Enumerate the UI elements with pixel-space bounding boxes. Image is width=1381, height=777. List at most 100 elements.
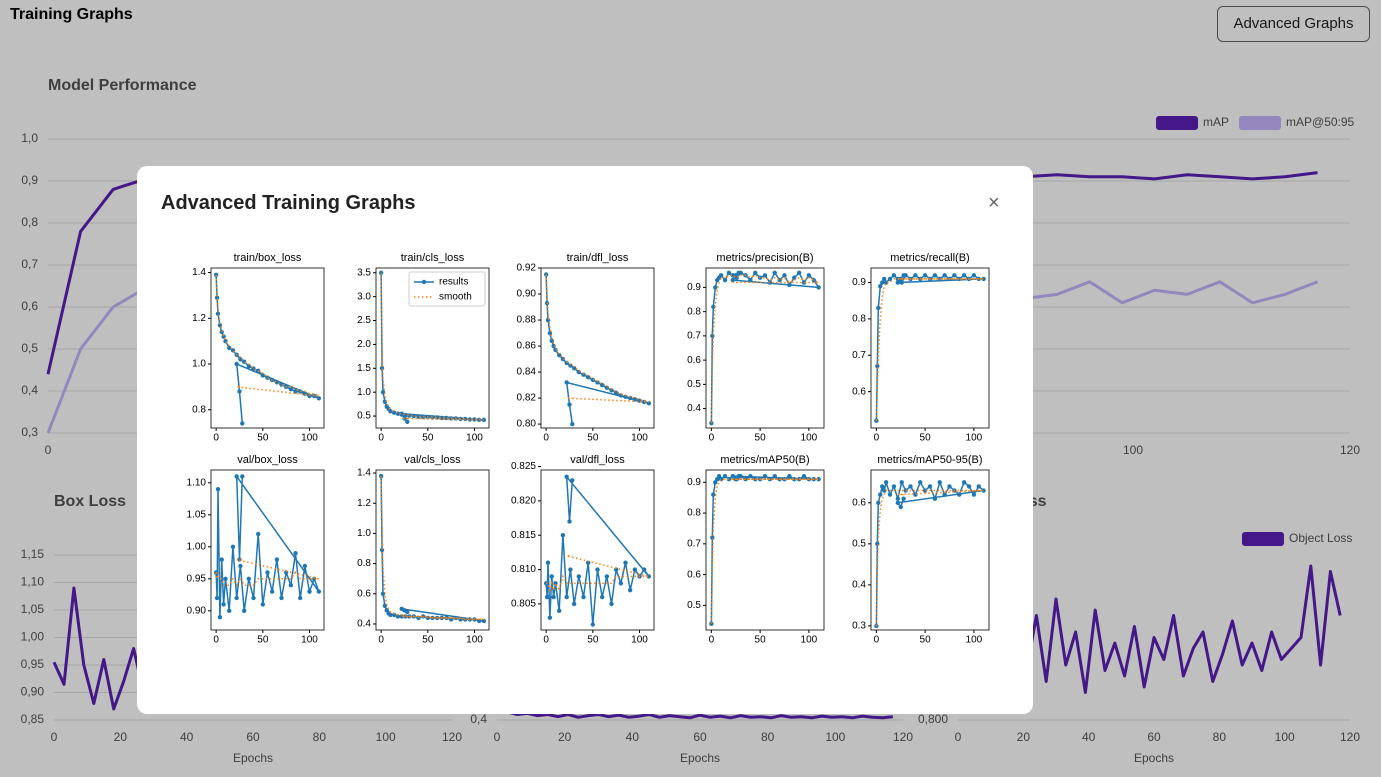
- results-point: [895, 280, 901, 285]
- results-point: [564, 594, 569, 600]
- y-tick-label: 0.80: [517, 419, 537, 430]
- x-tick-label: 100: [1123, 443, 1143, 457]
- legend-label: smooth: [439, 292, 472, 303]
- y-tick-label: 0.5: [357, 411, 371, 422]
- results-point: [966, 484, 972, 489]
- y-tick-label: 1.0: [357, 528, 371, 539]
- y-tick-label: 0.5: [852, 538, 866, 549]
- results-point: [571, 365, 577, 371]
- chart-title: Model Performance: [48, 77, 197, 94]
- smooth-line: [710, 274, 819, 424]
- axes-frame: [210, 267, 325, 429]
- x-tick-label: 50: [422, 635, 434, 646]
- y-tick-label: 1,10: [21, 575, 45, 589]
- x-tick-label: 100: [801, 433, 818, 444]
- results-point: [711, 304, 716, 309]
- results-point: [395, 614, 401, 619]
- results-point: [887, 492, 893, 497]
- results-point: [549, 338, 554, 344]
- results-point: [545, 317, 551, 323]
- results-point: [722, 277, 728, 283]
- results-point: [288, 583, 294, 588]
- results-point: [782, 273, 787, 278]
- results-point: [217, 322, 223, 328]
- results-point: [241, 608, 247, 613]
- y-tick-label: 0.7: [852, 350, 866, 361]
- y-tick-label: 1.0: [357, 387, 371, 398]
- results-point: [730, 277, 736, 283]
- plot-title: metrics/mAP50(B): [720, 454, 809, 466]
- results-point: [448, 617, 454, 622]
- results-point: [246, 364, 252, 369]
- results-line: [875, 479, 986, 626]
- results-point: [567, 519, 572, 524]
- y-tick-label: 0.5: [687, 600, 701, 611]
- x-tick-label: 50: [257, 635, 269, 646]
- y-tick-label: 1,05: [21, 602, 45, 616]
- y-tick-label: 1,00: [21, 630, 45, 644]
- advanced-graphs-button[interactable]: Advanced Graphs: [1217, 6, 1370, 42]
- y-tick-label: 0.4: [687, 403, 701, 414]
- y-tick-label: 0.3: [852, 621, 866, 632]
- y-tick-label: 0.90: [187, 605, 207, 616]
- y-tick-label: 1,0: [21, 131, 38, 145]
- results-point: [609, 601, 614, 607]
- results-point: [544, 594, 550, 600]
- y-tick-label: 0,3: [21, 425, 38, 439]
- results-point: [279, 595, 284, 601]
- x-tick-label: 60: [693, 730, 707, 744]
- smooth-line: [380, 475, 484, 621]
- results-point: [623, 560, 628, 565]
- results-point: [217, 615, 223, 620]
- y-tick-label: 0,7: [21, 257, 38, 271]
- y-tick-label: 0.8: [192, 404, 206, 415]
- results-point: [472, 417, 477, 422]
- results-point: [230, 544, 236, 549]
- axes-frame: [870, 267, 990, 429]
- axes-frame: [870, 469, 990, 631]
- results-point: [981, 488, 986, 493]
- x-tick-label: 100: [376, 730, 396, 744]
- results-point: [796, 477, 802, 482]
- results-line: [710, 271, 821, 424]
- results-point: [392, 612, 397, 618]
- x-tick-label: 80: [761, 730, 775, 744]
- close-button[interactable]: ×: [988, 192, 1000, 214]
- y-tick-label: 1.4: [192, 267, 206, 278]
- results-point: [560, 356, 566, 362]
- results-point: [576, 574, 582, 579]
- results-point: [772, 270, 777, 276]
- results-point: [961, 273, 967, 278]
- results-point: [623, 394, 628, 399]
- y-tick-label: 0.6: [687, 569, 701, 580]
- x-axis-label: Epochs: [1134, 751, 1174, 765]
- plot-title: train/box_loss: [234, 252, 302, 264]
- results-point: [748, 473, 753, 479]
- legend-label: results: [439, 277, 468, 288]
- results-point: [816, 285, 821, 290]
- results-point: [881, 488, 887, 493]
- x-tick-label: 0: [378, 635, 384, 646]
- x-tick-label: 50: [920, 433, 932, 444]
- axes-frame: [540, 267, 655, 429]
- axes-frame: [375, 469, 490, 631]
- x-tick-label: 100: [301, 433, 318, 444]
- results-point: [792, 477, 797, 482]
- results-point: [570, 478, 575, 483]
- results-point: [585, 560, 591, 565]
- y-tick-label: 0.9: [687, 282, 701, 293]
- x-tick-label: 100: [966, 635, 983, 646]
- results-point: [227, 345, 232, 351]
- results-point: [411, 413, 417, 419]
- page-title: Training Graphs: [10, 6, 133, 23]
- results-point: [307, 393, 312, 399]
- x-tick-label: 100: [631, 635, 648, 646]
- x-tick-label: 120: [1340, 730, 1360, 744]
- y-tick-label: 0.9: [852, 277, 866, 288]
- legend-swatch: [1156, 116, 1198, 130]
- x-tick-label: 40: [180, 730, 194, 744]
- results-point: [288, 386, 294, 392]
- results-point: [918, 480, 923, 485]
- x-tick-label: 0: [213, 635, 219, 646]
